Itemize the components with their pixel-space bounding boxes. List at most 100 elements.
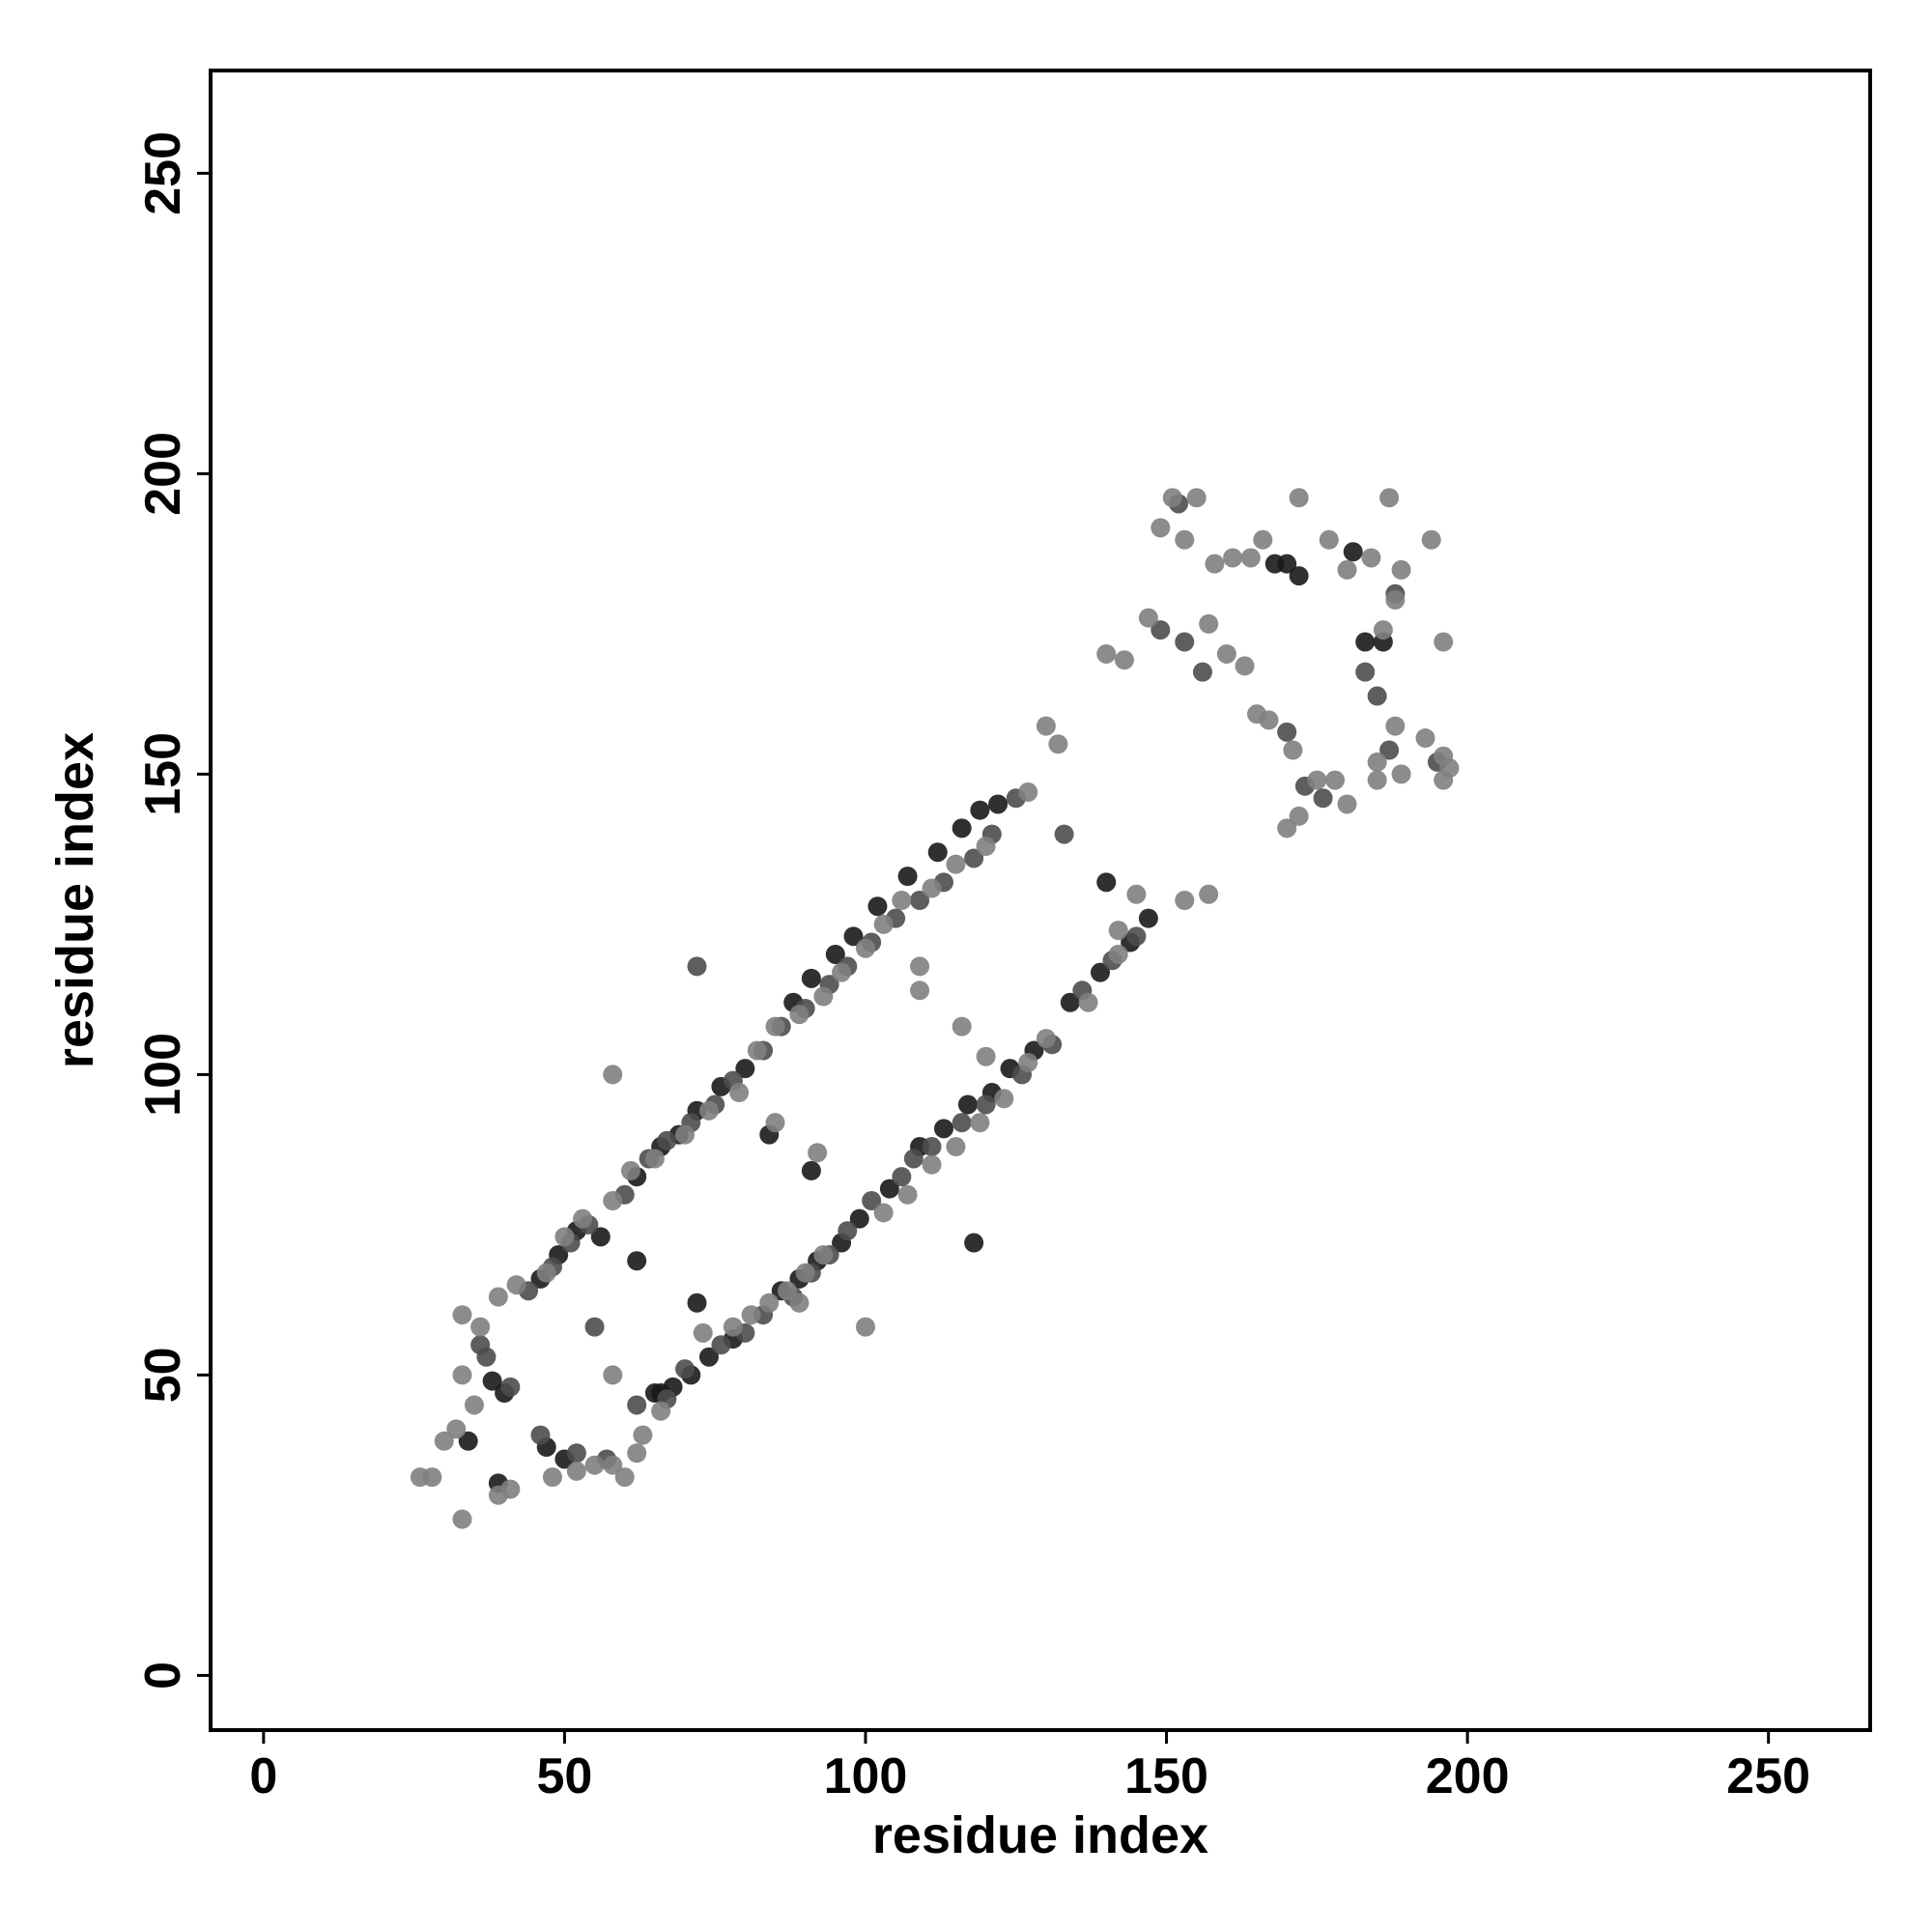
point (488, 1287, 508, 1307)
point (590, 1227, 611, 1247)
point (693, 1322, 713, 1343)
point (1192, 662, 1212, 682)
point (530, 1425, 551, 1445)
x-tick-label: 0 (249, 1748, 277, 1804)
point (1289, 566, 1309, 586)
point (808, 1143, 828, 1163)
point (1391, 764, 1411, 784)
point (952, 818, 972, 838)
point (554, 1227, 575, 1247)
point (1259, 710, 1279, 730)
point (1048, 734, 1068, 754)
point (584, 1455, 605, 1475)
point (976, 1046, 996, 1066)
point (897, 1184, 918, 1205)
point (849, 1208, 869, 1229)
point (1138, 608, 1158, 628)
point (603, 1065, 623, 1085)
point (1108, 944, 1128, 964)
point (1205, 554, 1225, 574)
point (698, 1347, 719, 1367)
point (566, 1443, 586, 1463)
point (584, 1317, 605, 1337)
point (765, 1113, 785, 1133)
point (741, 1305, 761, 1325)
point (422, 1467, 442, 1488)
point (627, 1395, 647, 1415)
point (903, 1149, 923, 1169)
point (946, 1137, 966, 1157)
point (1379, 488, 1400, 508)
point (855, 938, 875, 958)
point (603, 1365, 623, 1385)
point (970, 1113, 990, 1133)
point (620, 1160, 640, 1180)
point (657, 1130, 677, 1151)
point (910, 980, 930, 1001)
point (1355, 632, 1376, 652)
x-tick-label: 150 (1124, 1748, 1208, 1804)
point (452, 1365, 472, 1385)
point (1060, 992, 1080, 1012)
point (892, 1167, 912, 1187)
y-tick-label: 0 (135, 1662, 191, 1690)
point (1151, 620, 1171, 640)
point (957, 1094, 978, 1115)
point (1151, 518, 1171, 538)
point (542, 1467, 562, 1488)
point (1337, 794, 1357, 814)
point (470, 1335, 491, 1355)
point (1175, 632, 1195, 652)
point (897, 867, 918, 887)
x-axis-title: residue index (872, 1806, 1208, 1864)
point (1337, 559, 1357, 580)
point (698, 1100, 719, 1121)
x-tick-label: 50 (536, 1748, 592, 1804)
point (873, 914, 894, 934)
point (838, 1221, 858, 1241)
point (470, 1317, 491, 1337)
point (1096, 872, 1117, 893)
point (952, 1016, 972, 1037)
point (910, 956, 930, 977)
point (536, 1263, 556, 1283)
y-tick-label: 200 (135, 432, 191, 516)
point (1439, 758, 1460, 779)
point (964, 848, 984, 868)
plot-frame (209, 69, 1872, 1732)
point (644, 1149, 665, 1169)
point (1277, 818, 1297, 838)
point (801, 968, 821, 988)
x-tick-label: 200 (1426, 1748, 1510, 1804)
point (1373, 620, 1393, 640)
point (1343, 542, 1363, 562)
point (1096, 643, 1117, 664)
y-axis-title: residue index (46, 732, 104, 1068)
point (801, 1160, 821, 1180)
point (1216, 643, 1236, 664)
point (1126, 926, 1147, 947)
point (777, 1281, 797, 1301)
point (1091, 962, 1111, 982)
point (867, 896, 888, 917)
point (976, 837, 996, 857)
point (1078, 992, 1098, 1012)
point (500, 1377, 521, 1397)
y-tick-label: 100 (135, 1033, 191, 1117)
point (1108, 921, 1128, 941)
point (1199, 884, 1219, 904)
point (1385, 716, 1406, 736)
point (922, 878, 942, 898)
point (500, 1479, 521, 1499)
point (627, 1443, 647, 1463)
point (603, 1191, 623, 1211)
point (862, 1191, 882, 1211)
point (952, 1113, 972, 1133)
point (933, 1119, 953, 1139)
point (988, 794, 1009, 814)
point (970, 800, 990, 820)
point (1367, 752, 1387, 772)
point (1186, 488, 1207, 508)
point (1379, 740, 1400, 760)
